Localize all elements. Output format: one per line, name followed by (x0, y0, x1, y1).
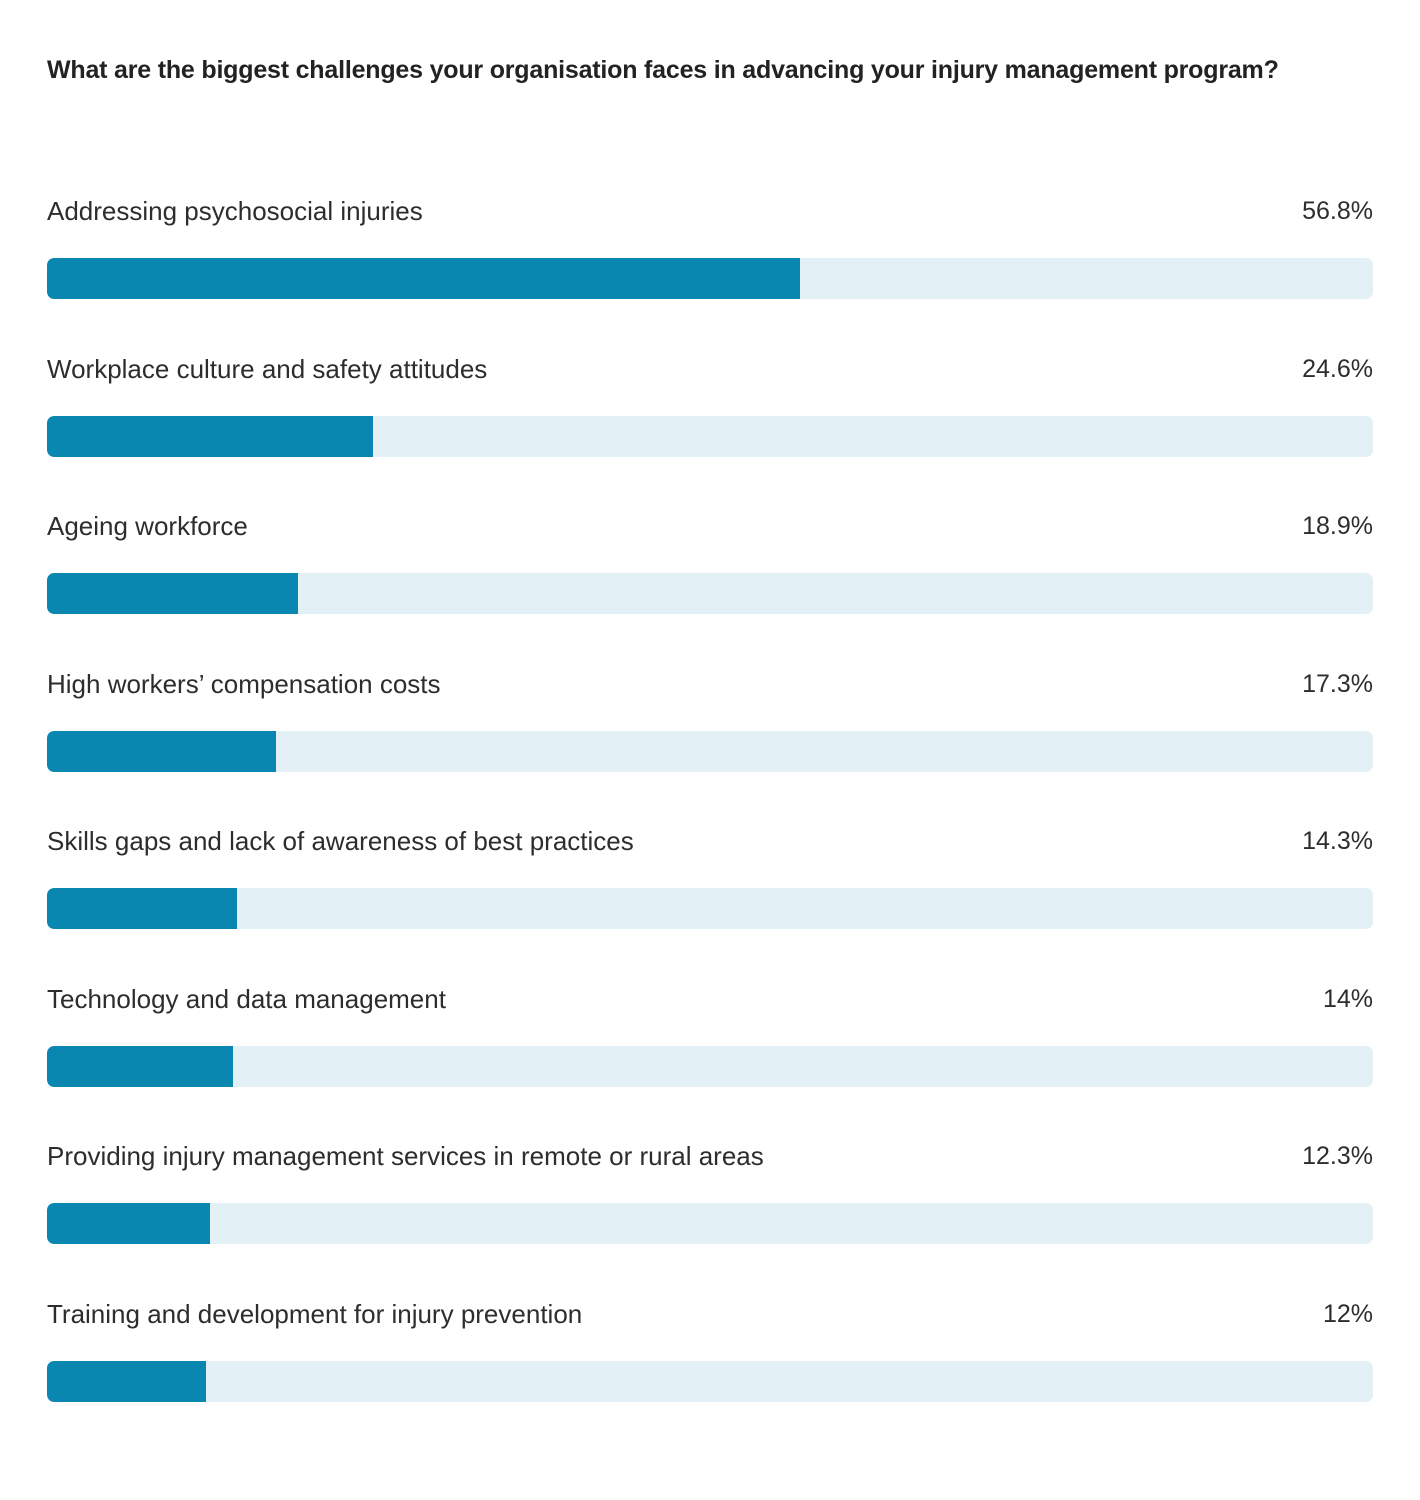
bar (47, 1361, 207, 1402)
bar-value-label: 14% (1322, 985, 1373, 1013)
bar-value-label: 12.3% (1302, 1142, 1373, 1170)
bar-row: Providing injury management services in … (0, 1140, 1420, 1250)
bar-label: Skills gaps and lack of awareness of bes… (47, 826, 634, 856)
bar-track (47, 888, 1373, 929)
bar-label: Ageing workforce (47, 511, 248, 541)
bar (47, 573, 298, 614)
bar (47, 1203, 211, 1244)
bar-row: High workers’ compensation costs 17.3% (0, 668, 1420, 778)
bar (47, 888, 237, 929)
bar-track (47, 1203, 1373, 1244)
bar-label: Technology and data management (47, 984, 446, 1014)
bar-track (47, 258, 1373, 299)
bar-value-label: 12% (1322, 1300, 1373, 1328)
bar-row: Addressing psychosocial injuries 56.8% (0, 195, 1420, 305)
bar-label: Training and development for injury prev… (47, 1299, 583, 1329)
bar-label: Addressing psychosocial injuries (47, 196, 423, 226)
bar-value-label: 24.6% (1302, 355, 1373, 383)
bar-label: High workers’ compensation costs (47, 669, 441, 699)
bar-row: Workplace culture and safety attitudes 24… (0, 353, 1420, 463)
bar-label: Workplace culture and safety attitudes (47, 354, 488, 384)
bar-value-label: 17.3% (1302, 670, 1373, 698)
bar (47, 1046, 233, 1087)
bar-value-label: 56.8% (1302, 197, 1373, 225)
bar-value-label: 18.9% (1302, 512, 1373, 540)
bar-track (47, 1361, 1373, 1402)
bar (47, 416, 374, 457)
bar-value-label: 14.3% (1302, 827, 1373, 855)
bar-row: Ageing workforce 18.9% (0, 510, 1420, 620)
bar-row: Skills gaps and lack of awareness of bes… (0, 825, 1420, 935)
bar-label: Providing injury management services in … (47, 1141, 764, 1171)
chart-title: What are the biggest challenges your org… (47, 56, 1279, 84)
bar-track (47, 1046, 1373, 1087)
bar-track (47, 731, 1373, 772)
bar (47, 258, 801, 299)
bar-track (47, 416, 1373, 457)
bar (47, 731, 277, 772)
bar-row: Technology and data management 14% (0, 983, 1420, 1093)
bar-track (47, 573, 1373, 614)
bar-row: Training and development for injury prev… (0, 1298, 1420, 1408)
